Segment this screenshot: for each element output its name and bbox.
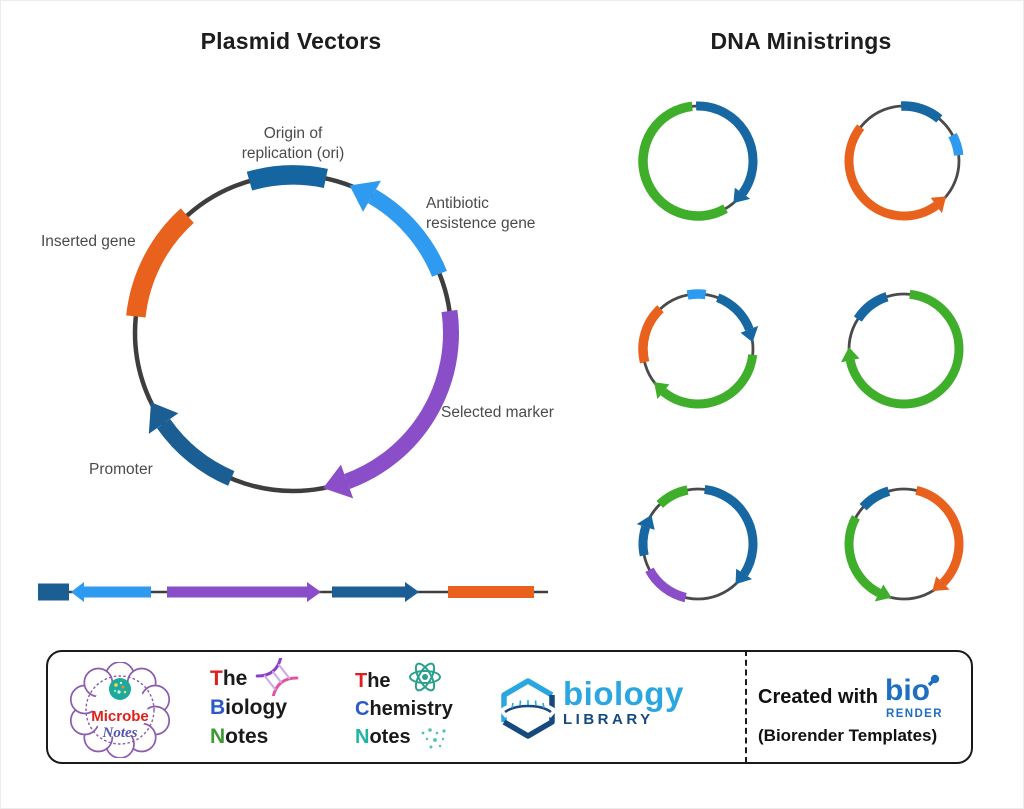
segment-antibiotic-resistance-gene bbox=[367, 189, 447, 277]
biology-library-logo: biology LIBRARY bbox=[500, 675, 684, 740]
atom-icon bbox=[409, 662, 441, 692]
biorender-templates-label: (Biorender Templates) bbox=[758, 726, 938, 745]
arrowhead-green-arrow bbox=[874, 584, 892, 602]
hexagon-dna-icon bbox=[500, 678, 556, 739]
arrowhead-blue-arrow bbox=[733, 187, 751, 204]
element-blue-block bbox=[38, 583, 69, 601]
segment-inserted-gene bbox=[126, 208, 194, 318]
segment-green-block bbox=[656, 485, 689, 508]
microbe-notes-logo: Microbe Notes bbox=[68, 661, 172, 759]
arrowhead-dark-blue-arrow bbox=[405, 582, 419, 602]
arrowhead-light-blue-arrow bbox=[71, 582, 84, 602]
element-dark-blue-arrow bbox=[332, 586, 405, 598]
biology-library-word: biology bbox=[563, 675, 684, 712]
tcn-line-1: The bbox=[355, 670, 391, 692]
dna-ministring-6 bbox=[844, 486, 964, 602]
segment-dark-blue-block bbox=[859, 486, 891, 511]
microbe-notes-subtitle: Notes bbox=[102, 725, 138, 741]
biorender-logo: bio RENDER bbox=[885, 674, 943, 720]
dna-wreath-icon bbox=[69, 661, 171, 759]
dna-ministrings-title: DNA Ministrings bbox=[710, 28, 892, 54]
element-light-blue-arrow bbox=[84, 586, 151, 598]
biology-library-subword: LIBRARY bbox=[563, 711, 654, 728]
arrowhead-green-arrow bbox=[840, 347, 860, 363]
segment-green-arrow bbox=[660, 354, 758, 409]
linear-dna-construct bbox=[38, 582, 548, 602]
segment-orange-block bbox=[638, 305, 664, 364]
segment-dark-blue-block bbox=[900, 101, 943, 123]
dna-ministring-2 bbox=[844, 101, 964, 221]
arrowhead-blue-arrow-small bbox=[636, 514, 655, 530]
dna-helix-icon bbox=[255, 658, 299, 696]
the-biology-notes-logo: The Biology Notes bbox=[210, 658, 360, 751]
segment-blue-arrow bbox=[715, 293, 754, 332]
segment-purple-block bbox=[645, 567, 687, 603]
tbn-line-3: Notes bbox=[210, 725, 269, 748]
arrowhead-green-arrow bbox=[654, 382, 670, 400]
segment-green-arrow bbox=[844, 515, 882, 598]
label-promoter: Promoter bbox=[89, 461, 153, 478]
segment-green-arrow bbox=[845, 289, 964, 409]
footer-divider bbox=[745, 650, 747, 763]
arrowhead-orange-arrow bbox=[932, 576, 950, 592]
tbn-line-1: The bbox=[210, 667, 248, 690]
microbe-notes-title: Microbe bbox=[91, 708, 149, 725]
dna-ministring-5 bbox=[636, 484, 758, 603]
label-antibiotic-resistance-gene: Antibiotic resistence gene bbox=[426, 195, 536, 232]
plasmid-vector-diagram: Origin of replication (ori) Antibiotic r… bbox=[41, 91, 641, 571]
segment-orange-arrow bbox=[844, 124, 939, 221]
tcn-line-2: Chemistry bbox=[355, 698, 453, 720]
arrowhead-purple-arrow bbox=[307, 582, 321, 602]
arrowhead-blue-arrow bbox=[740, 325, 759, 343]
dna-ministring-3 bbox=[638, 289, 759, 409]
label-inserted-gene: Inserted gene bbox=[41, 233, 136, 250]
segment-origin-of-replication bbox=[246, 165, 328, 191]
label-origin-of-replication: Origin of replication (ori) bbox=[241, 125, 345, 162]
biorender-credit: Created with bio RENDER (Biorender Templ… bbox=[754, 652, 970, 762]
tbn-line-2: Biology bbox=[210, 696, 288, 719]
segment-promoter bbox=[157, 418, 235, 486]
footer-credits: Microbe Notes The Biology Notes The Chem… bbox=[46, 650, 973, 764]
created-with-label: Created with bbox=[758, 685, 879, 708]
element-purple-arrow bbox=[167, 586, 307, 598]
microbe-icon bbox=[109, 678, 131, 700]
segment-selected-marker bbox=[344, 309, 459, 489]
arrowhead-antibiotic-resistance-gene bbox=[349, 180, 381, 212]
label-selected-marker: Selected marker bbox=[441, 404, 554, 421]
plasmid-vectors-title: Plasmid Vectors bbox=[200, 28, 382, 54]
plasmid-map bbox=[126, 165, 459, 499]
arrowhead-orange-arrow bbox=[930, 196, 947, 214]
svg-text:bio: bio bbox=[885, 674, 930, 707]
tcn-line-3: Notes bbox=[355, 726, 411, 748]
arrowhead-selected-marker bbox=[323, 464, 354, 499]
segment-dark-blue-block bbox=[853, 292, 889, 322]
arrowhead-blue-arrow-large bbox=[735, 568, 753, 585]
segment-green-arc bbox=[638, 101, 728, 221]
arrowhead-promoter bbox=[148, 402, 179, 434]
segment-orange-arrow bbox=[915, 486, 964, 587]
the-chemistry-notes-logo: The Chemistry Notes bbox=[355, 662, 505, 751]
segment-blue-arrow bbox=[695, 101, 758, 196]
dots-spray-icon bbox=[421, 728, 446, 749]
segment-blue-arrow-small bbox=[638, 525, 651, 557]
dna-ministring-1 bbox=[638, 101, 758, 221]
segment-light-blue-block bbox=[686, 289, 707, 300]
dna-ministring-4 bbox=[840, 289, 964, 409]
segment-light-blue-block bbox=[948, 132, 964, 156]
svg-text:RENDER: RENDER bbox=[886, 708, 943, 720]
element-orange-block bbox=[448, 586, 534, 598]
segment-blue-arrow-large bbox=[704, 484, 758, 577]
